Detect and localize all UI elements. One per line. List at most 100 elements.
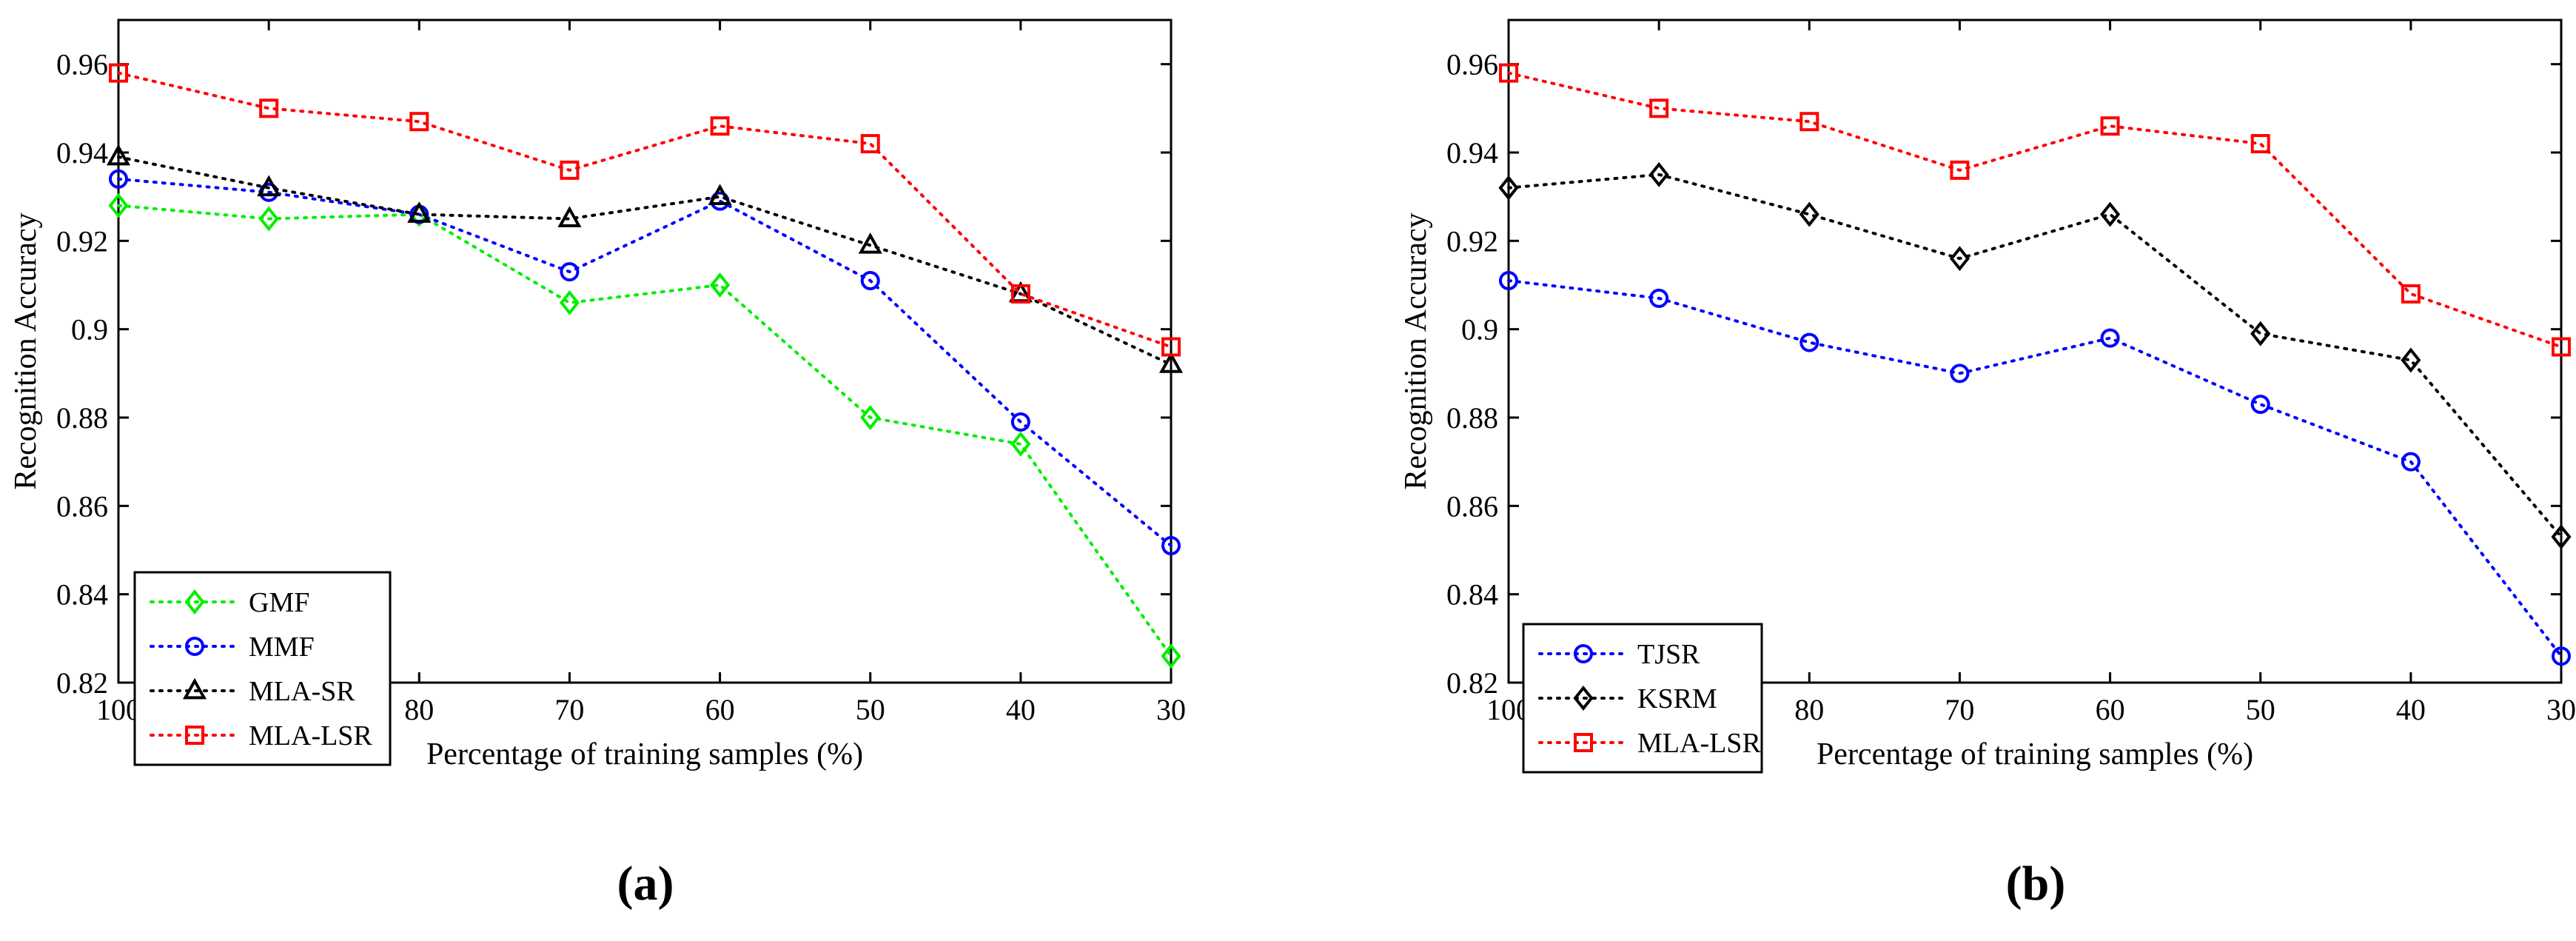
legend-marker — [1574, 644, 1593, 663]
data-point — [2100, 328, 2120, 348]
data-point — [560, 262, 580, 282]
x-tick-label: 100 — [96, 693, 141, 726]
x-axis-label: Percentage of training samples (%) — [1817, 737, 2253, 771]
series-line — [1507, 71, 2563, 349]
y-tick-label: 0.88 — [1446, 401, 1498, 435]
data-point — [2551, 524, 2572, 550]
data-point — [1158, 352, 1184, 373]
data-point — [1010, 284, 1030, 304]
x-tick-label: 50 — [2246, 693, 2275, 726]
legend-label: TJSR — [1637, 639, 1700, 670]
legend-marker — [185, 637, 204, 656]
data-point — [2100, 201, 2121, 227]
data-point — [2100, 116, 2120, 136]
y-tick-label: 0.86 — [56, 489, 108, 523]
x-tick-label: 60 — [2096, 693, 2125, 726]
data-point — [2401, 452, 2421, 472]
data-point — [1010, 412, 1030, 432]
legend-entry-gmf: GMF — [150, 587, 309, 618]
x-tick-label: 40 — [2396, 693, 2426, 726]
data-point — [1799, 112, 1819, 132]
data-point — [2552, 337, 2571, 357]
legend-label: MLA-LSR — [249, 720, 372, 751]
y-tick-label: 0.88 — [56, 401, 108, 435]
data-point — [710, 116, 730, 136]
series-line — [117, 155, 1173, 366]
series-gmf — [108, 192, 1181, 669]
legend-entry-mla-lsr: MLA-LSR — [1538, 728, 1761, 759]
series-line — [117, 204, 1173, 658]
data-point — [1950, 160, 1970, 180]
series-ksrm — [1498, 161, 2572, 550]
y-tick-label: 0.92 — [56, 224, 108, 258]
series-line — [117, 177, 1173, 548]
series-line — [117, 71, 1173, 349]
legend-label: MLA-LSR — [1637, 728, 1761, 759]
data-point — [860, 134, 880, 154]
x-tick-label: 30 — [1156, 693, 1186, 726]
data-point — [259, 98, 279, 118]
y-tick-label: 0.96 — [1446, 48, 1498, 81]
legend-marker — [1573, 686, 1594, 711]
y-tick-label: 0.84 — [1446, 578, 1498, 612]
series-mla-lsr — [1499, 63, 2571, 357]
plot-frame — [1507, 19, 2563, 684]
legend-label: KSRM — [1637, 683, 1717, 714]
x-tick-label: 70 — [554, 693, 584, 726]
data-point — [109, 63, 128, 83]
data-point — [1648, 161, 1669, 187]
x-tick-label: 30 — [2546, 693, 2576, 726]
panel-label-b: (b) — [2006, 857, 2066, 911]
chart-panel-a: 0.820.840.860.880.90.920.940.96100908070… — [9, 19, 1186, 911]
legend-box — [133, 571, 392, 766]
data-point — [1949, 246, 1970, 272]
data-point — [1161, 536, 1181, 556]
y-tick-label: 0.9 — [71, 313, 108, 346]
data-point — [2401, 347, 2421, 373]
data-point — [109, 169, 128, 189]
legend-entry-mmf: MMF — [150, 632, 315, 663]
series-mla-sr — [106, 144, 1184, 373]
legend-marker — [184, 589, 205, 615]
data-point — [860, 271, 880, 291]
legend-marker — [1574, 733, 1593, 752]
data-point — [560, 160, 580, 180]
legend-marker — [185, 726, 204, 745]
y-tick-label: 0.9 — [1461, 313, 1498, 346]
legend-label: MMF — [249, 632, 315, 663]
x-tick-label: 60 — [705, 693, 735, 726]
data-point — [1010, 431, 1031, 457]
series-tjsr — [1499, 271, 2571, 666]
legend-box — [1522, 623, 1763, 774]
data-point — [1799, 201, 1819, 227]
x-tick-label: 80 — [1794, 693, 1824, 726]
y-tick-label: 0.94 — [56, 136, 108, 170]
data-point — [108, 192, 129, 218]
series-line — [1507, 173, 2563, 539]
legend: TJSR KSRM MLA-LSR — [1522, 623, 1763, 774]
y-tick-label: 0.94 — [1446, 136, 1498, 170]
x-axis-label: Percentage of training samples (%) — [426, 737, 863, 771]
data-point — [1499, 271, 1518, 291]
legend-entry-mla-lsr: MLA-LSR — [150, 720, 372, 751]
y-tick-label: 0.84 — [56, 578, 108, 612]
series-mmf — [109, 169, 1181, 556]
y-tick-label: 0.86 — [1446, 489, 1498, 523]
legend-entry-mla-sr: MLA-SR — [150, 676, 355, 707]
data-point — [2552, 646, 2571, 666]
legend-label: MLA-SR — [249, 676, 355, 707]
data-point — [557, 206, 582, 227]
data-point — [708, 184, 732, 206]
data-point — [258, 206, 279, 232]
data-point — [1799, 332, 1819, 352]
data-point — [106, 144, 131, 166]
data-point — [407, 201, 432, 223]
data-point — [710, 272, 731, 298]
data-point — [409, 112, 429, 132]
data-point — [1161, 643, 1181, 669]
x-tick-label: 70 — [1945, 693, 1974, 726]
legend-marker — [182, 677, 207, 700]
data-point — [1498, 175, 1519, 201]
y-axis-label: Recognition Accuracy — [9, 212, 43, 489]
